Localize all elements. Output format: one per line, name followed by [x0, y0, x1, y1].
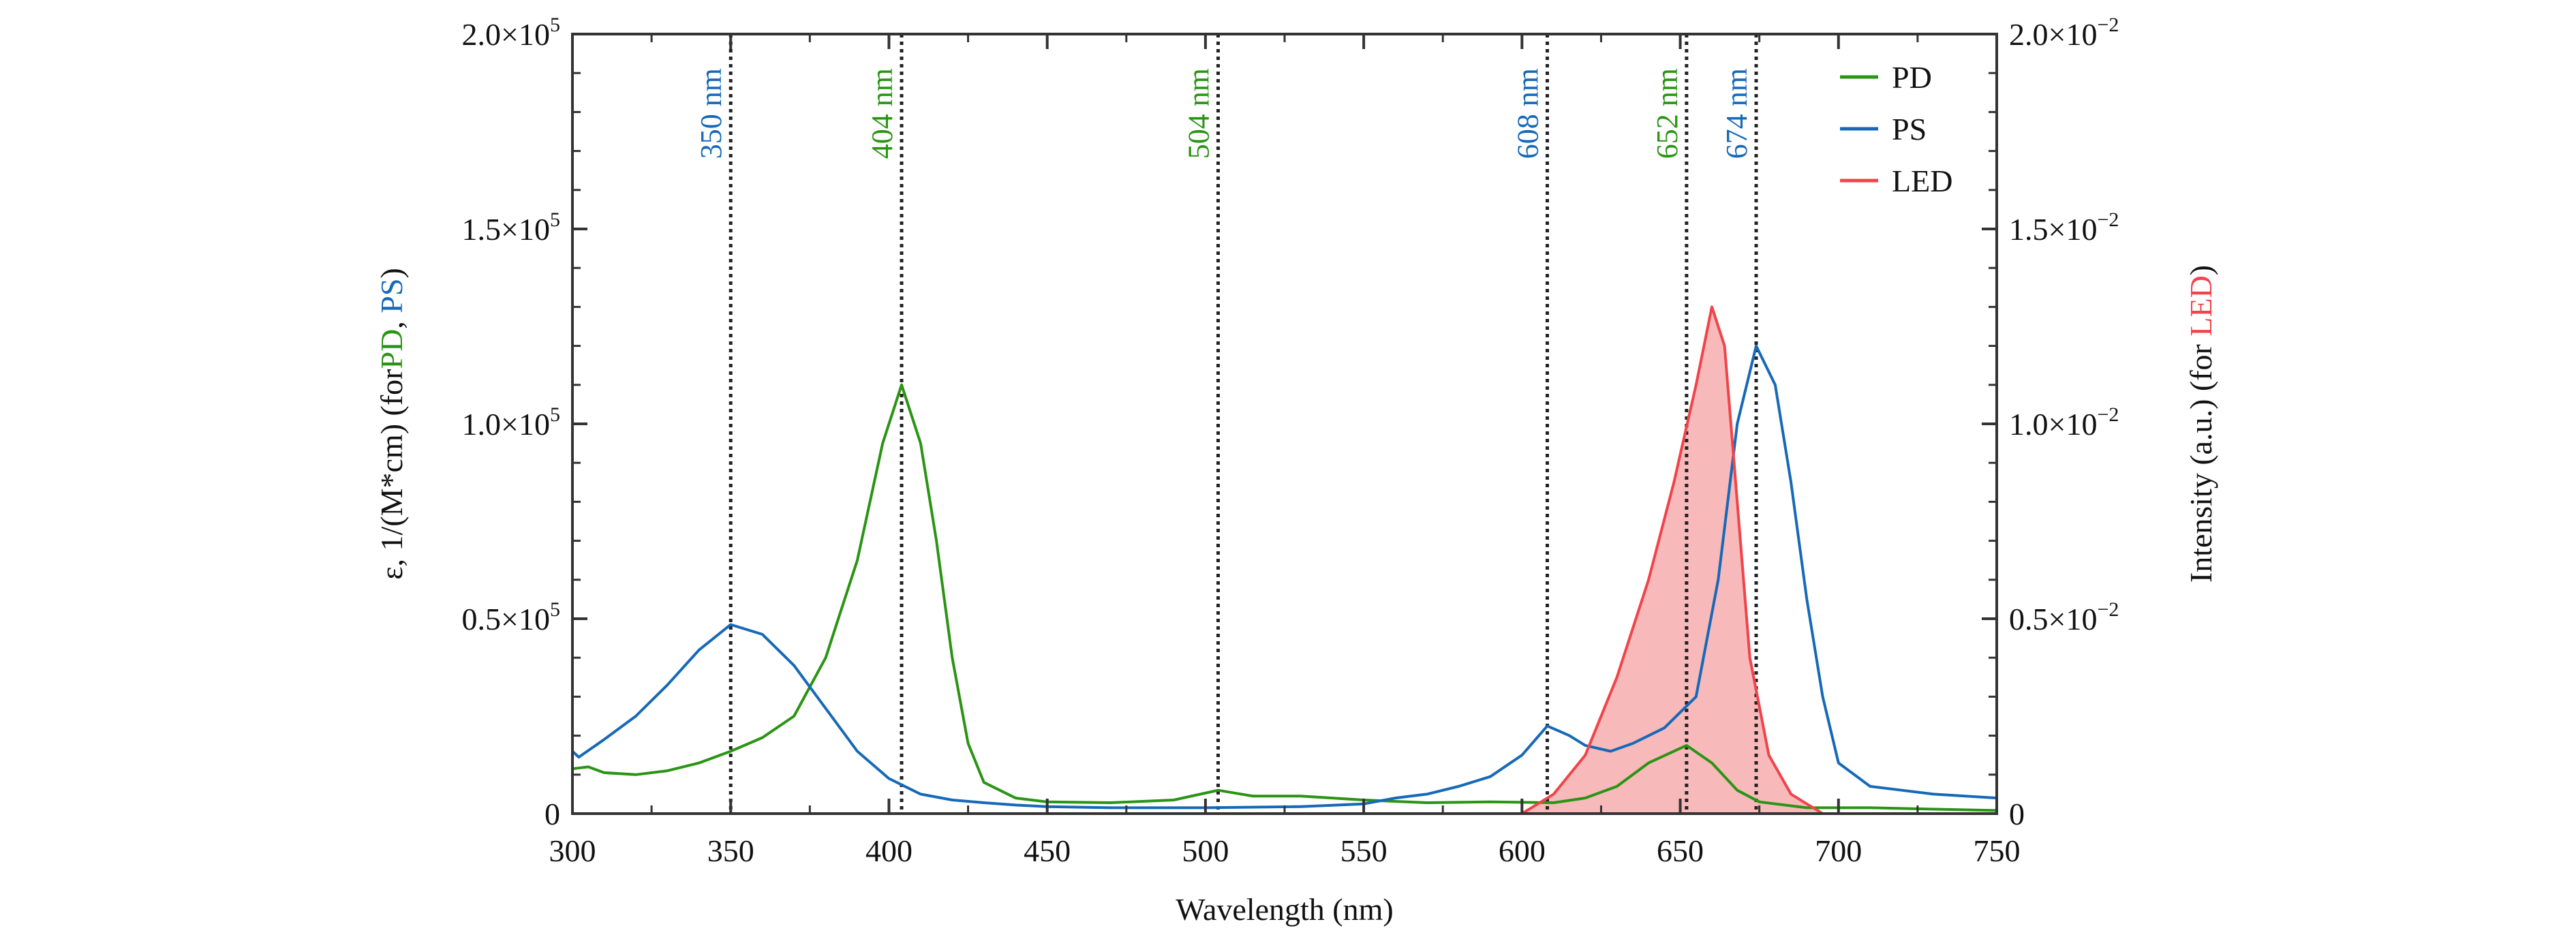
x-tick-label: 500	[1182, 833, 1229, 868]
y-tick-label-left: 1.0×105	[462, 403, 560, 442]
plot-frame	[571, 33, 1998, 815]
marker-label-350: 350 nm	[694, 68, 728, 159]
x-axis-label: Wavelength (nm)	[1176, 892, 1393, 927]
x-tick-label: 550	[1340, 833, 1387, 868]
x-tick-label: 450	[1024, 833, 1071, 868]
legend-label-ps: PS	[1892, 112, 1927, 147]
led-fill-layer	[572, 307, 1997, 814]
legend: PD PS LED	[1840, 60, 1952, 198]
y-tick-label-left: 0	[545, 797, 560, 831]
series-line-led	[572, 305, 1997, 815]
legend-label-pd: PD	[1892, 60, 1932, 95]
x-tick-label: 600	[1499, 833, 1546, 868]
series-lines	[571, 305, 1997, 815]
marker-lines: 350 nm 404 nm 504 nm 608 nm 652 nm 674 nm	[694, 34, 1758, 814]
led-area	[572, 307, 1997, 814]
y-tick-label-left: 1.5×105	[462, 209, 560, 247]
x-tick-label: 700	[1815, 833, 1862, 868]
marker-label-504: 504 nm	[1182, 68, 1215, 159]
x-tick-label: 650	[1657, 833, 1704, 868]
x-tick-label: 350	[707, 833, 754, 868]
y-tick-label-right: 1.0×10−2	[2009, 403, 2119, 442]
series-line-pd	[572, 383, 1997, 812]
marker-label-674: 674 nm	[1720, 68, 1753, 159]
legend-label-led: LED	[1892, 164, 1952, 198]
y-axis-label-left: ε, 1/(M*cm) (forPD, PS)	[374, 268, 409, 580]
y-tick-label-left: 0.5×105	[462, 598, 560, 636]
marker-label-608: 608 nm	[1511, 68, 1544, 159]
series-line-ps	[571, 344, 1997, 810]
x-tick-label: 300	[549, 833, 596, 868]
marker-label-652: 652 nm	[1651, 68, 1684, 159]
y-tick-label-right: 0.5×10−2	[2009, 598, 2119, 636]
y-tick-label-right: 2.0×10−2	[2009, 14, 2119, 52]
y-tick-label-right: 0	[2009, 797, 2025, 831]
y-tick-label-right: 1.5×10−2	[2009, 209, 2119, 247]
axes: 300 350 400 450 500 550 600 650 700 75000.5×1051.…	[462, 14, 2119, 868]
x-tick-label: 750	[1974, 833, 2021, 868]
y-tick-label-left: 2.0×105	[462, 14, 560, 52]
y-axis-label-right: Intensity (a.u.) (for LED)	[2183, 265, 2218, 583]
x-tick-label: 400	[865, 833, 913, 868]
marker-label-404: 404 nm	[865, 68, 899, 159]
